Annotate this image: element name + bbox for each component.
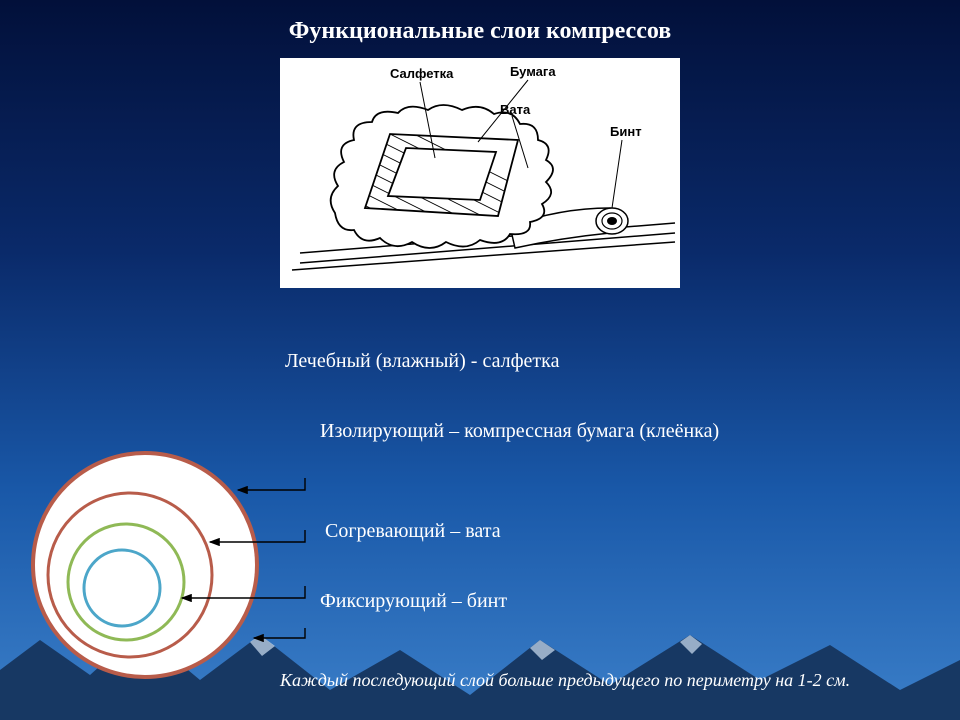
- salfetka-shape: [388, 148, 496, 200]
- ring-outer: [33, 453, 257, 677]
- ring-diagram: [20, 450, 320, 690]
- layer-warming: Согревающий – вата: [325, 520, 501, 543]
- label-bumaga: Бумага: [510, 64, 556, 79]
- compress-illustration: Салфетка Бумага Вата Бинт: [280, 58, 680, 288]
- layer-fixing: Фиксирующий – бинт: [320, 590, 507, 613]
- page-title: Функциональные слои компрессов: [0, 18, 960, 45]
- layer-therapeutic: Лечебный (влажный) - салфетка: [285, 350, 559, 373]
- label-bint: Бинт: [610, 124, 642, 139]
- label-salfetka: Салфетка: [390, 66, 454, 81]
- footnote-text: Каждый последующий слой больше предыдуще…: [280, 670, 920, 691]
- layer-isolating: Изолирующий – компрессная бумага (клеёнк…: [320, 420, 740, 443]
